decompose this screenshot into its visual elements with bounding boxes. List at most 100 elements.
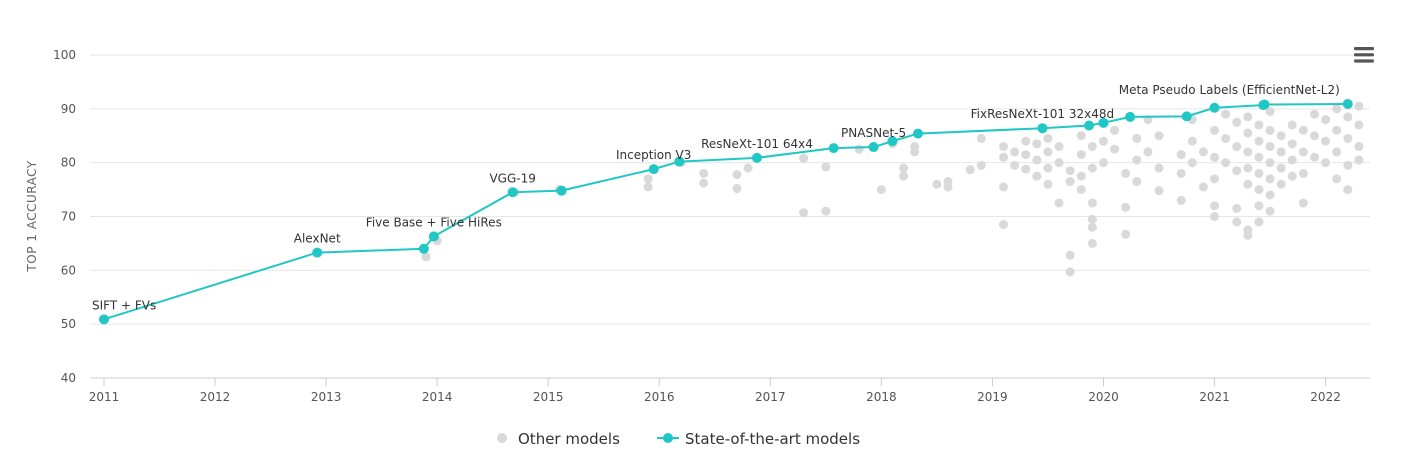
other-model-point[interactable] [1132,177,1142,187]
other-model-point[interactable] [1321,115,1331,125]
other-model-point[interactable] [1087,238,1097,248]
other-model-point[interactable] [1254,185,1264,195]
other-model-point[interactable] [1254,168,1264,178]
sota-point[interactable] [428,231,439,242]
other-model-point[interactable] [1298,147,1308,157]
other-model-point[interactable] [999,220,1009,230]
other-model-point[interactable] [1087,214,1097,224]
other-model-point[interactable] [1343,185,1353,195]
other-model-point[interactable] [1221,158,1231,168]
other-model-point[interactable] [1232,203,1242,213]
other-model-point[interactable] [1098,158,1108,168]
other-model-point[interactable] [699,178,709,188]
other-model-point[interactable] [1254,201,1264,211]
other-model-point[interactable] [421,252,431,262]
other-model-point[interactable] [1254,136,1264,146]
other-model-point[interactable] [1065,166,1075,176]
other-model-point[interactable] [1298,198,1308,208]
other-model-point[interactable] [1354,142,1364,152]
other-model-point[interactable] [1210,125,1220,135]
other-model-point[interactable] [1076,185,1086,195]
other-model-point[interactable] [999,182,1009,192]
other-model-point[interactable] [821,162,831,172]
other-model-point[interactable] [1054,142,1064,152]
chart-menu-button[interactable] [1354,47,1374,63]
other-model-point[interactable] [1321,158,1331,168]
other-model-point[interactable] [1221,109,1231,119]
other-model-point[interactable] [999,152,1009,162]
other-model-point[interactable] [1343,160,1353,170]
other-model-point[interactable] [1354,155,1364,165]
other-model-point[interactable] [1110,144,1120,154]
other-model-point[interactable] [976,133,986,143]
other-model-point[interactable] [1276,163,1286,173]
other-model-point[interactable] [1121,202,1131,212]
other-model-point[interactable] [1254,217,1264,227]
other-model-point[interactable] [1276,179,1286,189]
other-model-point[interactable] [1254,120,1264,130]
sota-point[interactable] [556,185,567,196]
other-model-point[interactable] [1276,131,1286,141]
other-model-point[interactable] [1243,163,1253,173]
sota-point[interactable] [312,247,323,258]
other-model-point[interactable] [732,170,742,180]
other-model-point[interactable] [799,208,809,218]
other-model-point[interactable] [1198,182,1208,192]
other-model-point[interactable] [1132,133,1142,143]
other-model-point[interactable] [1232,142,1242,152]
other-model-point[interactable] [1298,125,1308,135]
other-model-point[interactable] [1243,128,1253,138]
other-model-point[interactable] [1210,152,1220,162]
other-model-point[interactable] [976,160,986,170]
other-model-point[interactable] [1021,136,1031,146]
other-model-point[interactable] [1154,186,1164,196]
other-model-point[interactable] [1321,136,1331,146]
other-model-point[interactable] [854,144,864,154]
other-model-point[interactable] [1243,230,1253,240]
legend-item-sota-models[interactable]: State-of-the-art models [657,430,860,448]
other-model-point[interactable] [1243,147,1253,157]
other-model-point[interactable] [1132,155,1142,165]
other-model-point[interactable] [1043,133,1053,143]
other-model-point[interactable] [1287,171,1297,181]
other-model-point[interactable] [899,171,909,181]
other-model-point[interactable] [1021,164,1031,174]
other-model-point[interactable] [1032,155,1042,165]
sota-point[interactable] [674,156,685,167]
other-model-point[interactable] [1232,217,1242,227]
sota-point[interactable] [418,243,429,254]
other-model-point[interactable] [1254,152,1264,162]
other-model-point[interactable] [1265,142,1275,152]
other-model-point[interactable] [643,174,653,184]
other-model-point[interactable] [1054,198,1064,208]
other-model-point[interactable] [1076,131,1086,141]
other-model-point[interactable] [1287,120,1297,130]
other-model-point[interactable] [999,142,1009,152]
other-model-point[interactable] [1265,107,1275,117]
other-model-point[interactable] [732,184,742,194]
other-model-point[interactable] [1143,147,1153,157]
other-model-point[interactable] [1010,160,1020,170]
sota-point[interactable] [507,187,518,198]
other-model-point[interactable] [1332,125,1342,135]
other-model-point[interactable] [1309,152,1319,162]
other-model-point[interactable] [899,163,909,173]
other-model-point[interactable] [1087,222,1097,232]
sota-point[interactable] [1181,111,1192,122]
other-model-point[interactable] [1265,174,1275,184]
other-model-point[interactable] [1298,168,1308,178]
other-model-point[interactable] [1243,179,1253,189]
other-model-point[interactable] [1076,171,1086,181]
other-model-point[interactable] [1043,147,1053,157]
other-model-point[interactable] [1087,142,1097,152]
other-model-point[interactable] [1087,163,1097,173]
other-model-point[interactable] [1010,147,1020,157]
other-model-point[interactable] [1176,150,1186,160]
other-model-point[interactable] [1110,125,1120,135]
other-model-point[interactable] [1287,155,1297,165]
sota-point[interactable] [1125,111,1136,122]
other-model-point[interactable] [965,165,975,175]
other-model-point[interactable] [1309,109,1319,119]
sota-point[interactable] [887,136,898,147]
other-model-point[interactable] [876,185,886,195]
